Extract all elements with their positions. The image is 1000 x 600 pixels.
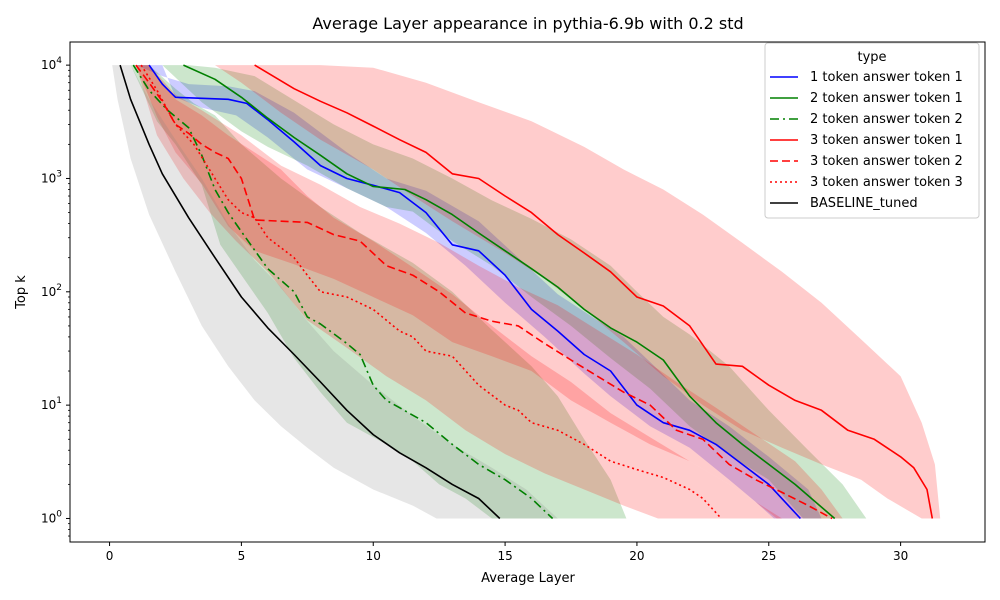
x-tick-label: 0 <box>106 549 114 563</box>
x-tick-label: 25 <box>761 549 776 563</box>
legend-label-2-token-answer-token-2: 2 token answer token 2 <box>810 112 963 127</box>
line-3-token-answer-token-3 <box>140 64 722 520</box>
legend-items: 1 token answer token 1 2 token answer tok… <box>770 70 963 211</box>
x-tick-label: 20 <box>629 549 644 563</box>
x-axis-ticks: 0 5 10 15 20 25 30 <box>106 542 908 563</box>
x-tick-label: 15 <box>497 549 512 563</box>
y-tick-label: 104 <box>41 56 62 72</box>
x-tick-label: 5 <box>238 549 246 563</box>
legend-label-3-token-answer-token-1: 3 token answer token 1 <box>810 133 963 148</box>
x-tick-label: 10 <box>366 549 381 563</box>
y-axis-title: Top k <box>14 275 29 310</box>
x-axis-title: Average Layer <box>481 571 575 586</box>
y-tick-label: 100 <box>41 509 62 525</box>
chart-title: Average Layer appearance in pythia-6.9b … <box>312 14 743 33</box>
band-2-token-answer-token-2 <box>130 65 627 519</box>
legend-label-1-token-answer-token-1: 1 token answer token 1 <box>810 70 963 85</box>
legend-label-baseline-tuned: BASELINE_tuned <box>810 196 918 211</box>
line-3-token-answer-token-1 <box>254 64 934 519</box>
legend-box <box>764 42 980 219</box>
legend-label-3-token-answer-token-3: 3 token answer token 3 <box>810 175 963 190</box>
x-tick-label: 30 <box>893 549 908 563</box>
line-3-token-answer-token-2 <box>135 64 833 520</box>
band-2-token-answer-token-1 <box>162 65 867 519</box>
band-baseline-tuned <box>112 65 558 519</box>
line-baseline-tuned <box>119 64 501 520</box>
line-2-token-answer-token-2 <box>132 64 554 520</box>
y-axis-ticks: 100 101 102 103 104 <box>41 56 70 537</box>
legend: type 1 token answer token 1 2 token answe… <box>764 42 980 219</box>
legend-title: type <box>857 50 886 65</box>
band-3-token-answer-token-1 <box>215 65 941 519</box>
line-1-token-answer-token-1 <box>148 64 801 520</box>
series-lines <box>119 64 934 520</box>
y-tick-label: 103 <box>41 169 62 185</box>
y-tick-label: 101 <box>41 396 62 412</box>
legend-label-3-token-answer-token-2: 3 token answer token 2 <box>810 154 963 169</box>
band-3-token-answer-token-2 <box>135 65 843 519</box>
y-tick-label: 102 <box>41 283 62 299</box>
line-2-token-answer-token-1 <box>183 64 836 520</box>
legend-label-2-token-answer-token-1: 2 token answer token 1 <box>810 91 963 106</box>
